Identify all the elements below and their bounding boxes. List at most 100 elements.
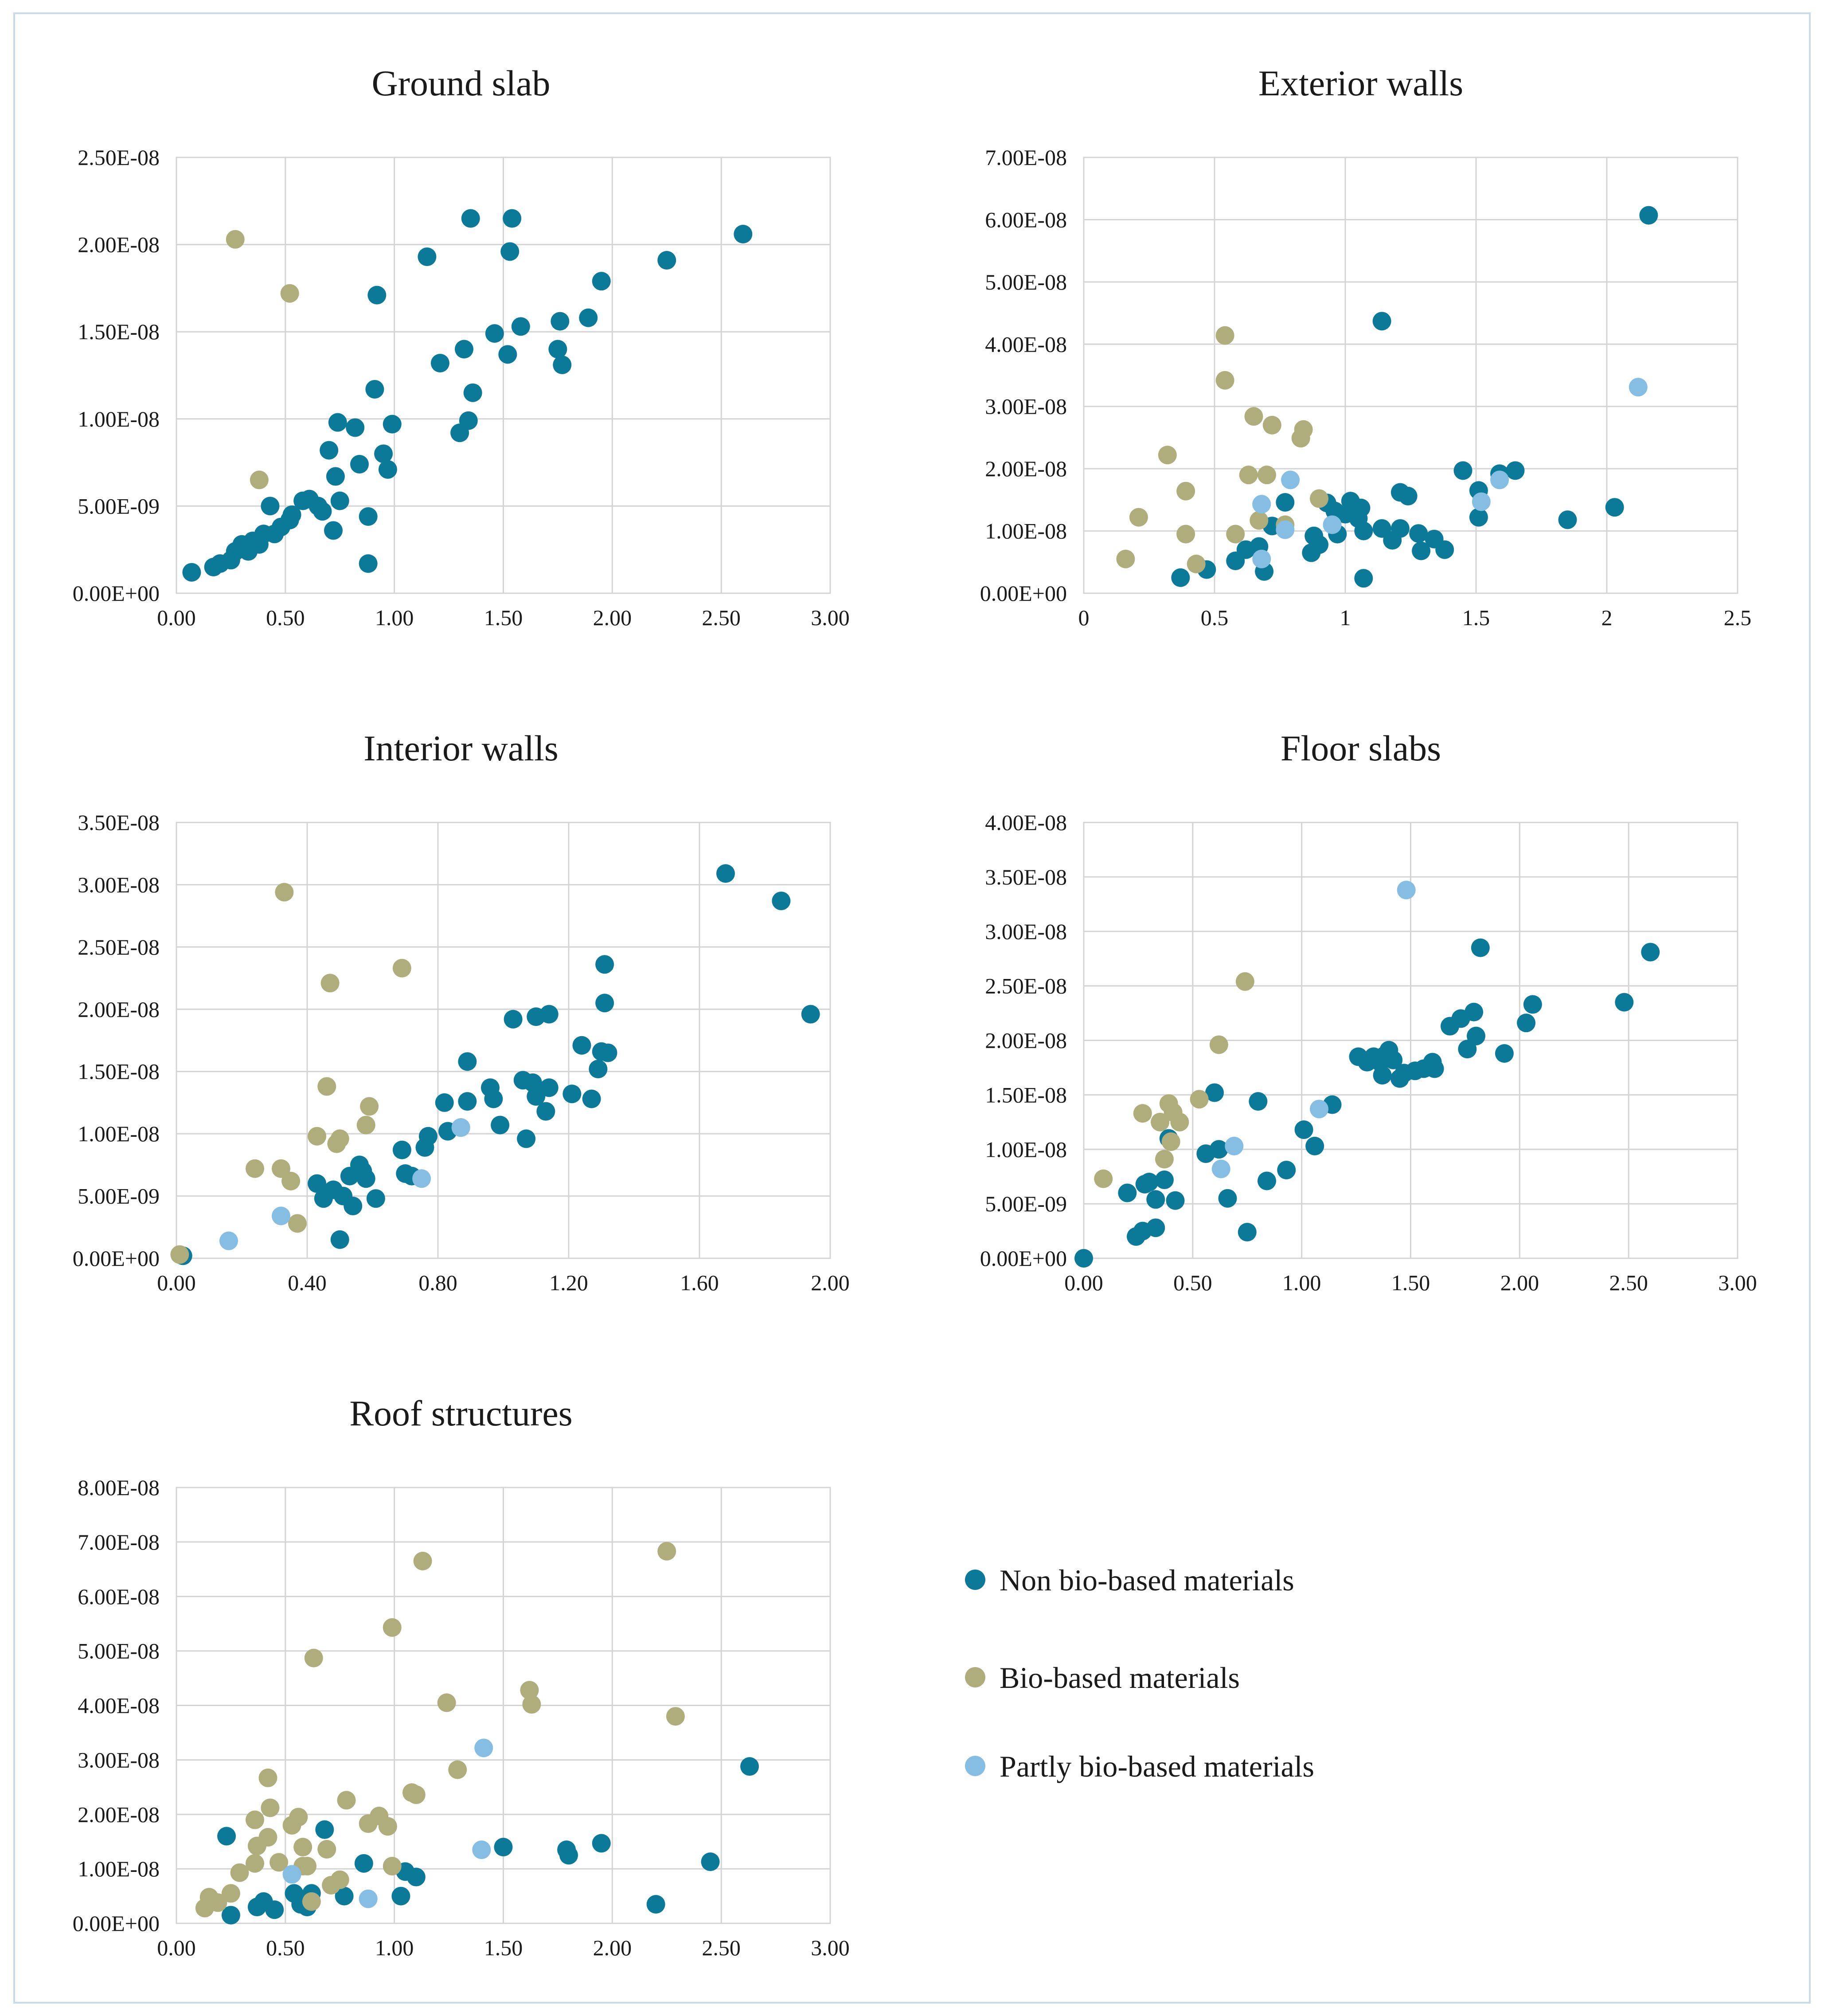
data-point-non-bio [461, 209, 480, 228]
data-point-bio [392, 959, 411, 978]
data-point-non-bio [646, 1895, 665, 1914]
data-point-bio [1239, 466, 1258, 485]
data-point-non-bio [356, 1169, 375, 1188]
data-point-bio [298, 1856, 316, 1875]
data-point-bio [246, 1159, 264, 1178]
y-tick-label: 6.00E-08 [985, 207, 1067, 232]
x-tick-label: 0.00 [157, 1935, 196, 1960]
data-point-bio [293, 1837, 312, 1856]
data-point-non-bio [430, 353, 449, 372]
y-tick-label: 0.00E+00 [73, 581, 160, 606]
data-point-non-bio [1146, 1190, 1165, 1209]
data-point-non-bio [1209, 1140, 1228, 1159]
data-point-bio [1226, 525, 1245, 544]
data-point-non-bio [527, 1087, 546, 1106]
data-point-bio [288, 1214, 307, 1233]
data-point-non-bio [378, 460, 397, 479]
data-point-bio [437, 1693, 456, 1712]
data-point-non-bio [1218, 1189, 1237, 1208]
x-tick-label: 0.00 [1064, 1270, 1103, 1295]
data-point-non-bio [1118, 1183, 1137, 1202]
data-point-non-bio [500, 242, 519, 261]
legend-marker-non-bio [965, 1570, 985, 1590]
data-point-non-bio [536, 1102, 555, 1121]
plot-area [176, 157, 831, 594]
data-point-bio [1310, 489, 1328, 508]
y-tick-label: 7.00E-08 [985, 145, 1067, 170]
x-tick-label: 3.00 [811, 605, 850, 630]
data-point-non-bio [485, 324, 504, 343]
data-point-non-bio [313, 502, 332, 521]
x-tick-label: 2.50 [702, 1935, 741, 1960]
data-point-bio [1250, 511, 1269, 530]
data-point-bio [413, 1551, 432, 1570]
x-tick-label: 0.50 [266, 1935, 305, 1960]
chart-title: Floor slabs [1281, 728, 1441, 768]
x-tick-label: 0.40 [288, 1270, 327, 1295]
data-point-bio [1151, 1112, 1170, 1131]
data-point-bio [1262, 415, 1281, 435]
x-tick-label: 1.00 [375, 1935, 414, 1960]
y-tick-label: 2.50E-08 [985, 974, 1067, 998]
plot-area [176, 822, 831, 1259]
data-point-non-bio [1354, 521, 1373, 540]
data-point-non-bio [539, 1005, 559, 1024]
data-point-partly-bio [1323, 515, 1342, 534]
data-point-bio [1258, 466, 1276, 485]
data-point-bio [170, 1245, 189, 1264]
legend: Non bio-based materials Bio-based materi… [965, 1563, 1314, 1783]
data-point-non-bio [1305, 1136, 1324, 1155]
y-tick-label: 5.00E-09 [985, 1191, 1067, 1216]
data-point-partly-bio [1281, 470, 1300, 489]
x-tick-label: 2.50 [702, 605, 741, 630]
data-point-non-bio [1384, 1050, 1403, 1069]
data-point-non-bio [1425, 1059, 1444, 1078]
x-tick-label: 0.50 [1173, 1270, 1212, 1295]
data-point-non-bio [1506, 461, 1525, 480]
x-tick-label: 0.50 [266, 605, 305, 630]
data-point-non-bio [435, 1093, 454, 1112]
data-point-non-bio [308, 1174, 327, 1193]
figure-border [13, 12, 1811, 2004]
y-tick-label: 2.50E-08 [78, 145, 160, 170]
x-tick-label: 2.50 [1609, 1270, 1648, 1295]
data-point-non-bio [354, 1854, 373, 1873]
data-point-bio [1209, 1035, 1228, 1054]
data-point-non-bio [1639, 206, 1658, 225]
data-point-partly-bio [474, 1738, 493, 1758]
data-point-non-bio [1074, 1249, 1093, 1268]
data-point-non-bio [551, 312, 570, 331]
data-point-non-bio [265, 1900, 284, 1919]
data-point-non-bio [1276, 493, 1295, 512]
data-point-non-bio [1277, 1160, 1296, 1179]
data-point-non-bio [1166, 1191, 1185, 1210]
legend-marker-bio [965, 1667, 985, 1687]
y-tick-label: 1.00E-08 [78, 1856, 160, 1881]
data-point-non-bio [589, 1060, 608, 1079]
plot-area [1083, 157, 1738, 594]
data-point-non-bio [734, 225, 753, 244]
y-tick-label: 4.00E-08 [78, 1693, 160, 1718]
data-point-bio [520, 1681, 539, 1700]
data-point-non-bio [572, 1036, 591, 1055]
data-point-non-bio [366, 1189, 385, 1208]
chart-ground-slab: Ground slab 0.00 0.50 1.00 1.50 2.00 2.50 3.00… [73, 63, 850, 630]
data-point-non-bio [1615, 993, 1634, 1012]
data-point-bio [522, 1695, 541, 1714]
data-point-non-bio [458, 1052, 477, 1071]
data-point-bio [272, 1159, 290, 1178]
y-tick-label: 3.00E-08 [78, 872, 160, 897]
data-point-bio [320, 974, 340, 993]
data-point-bio [1215, 326, 1234, 345]
y-tick-label: 1.00E-08 [78, 1121, 160, 1146]
data-point-non-bio [1372, 312, 1391, 331]
data-point-bio [246, 1854, 264, 1873]
data-point-bio [250, 470, 269, 489]
x-tick-label: 3.00 [811, 1935, 850, 1960]
data-point-non-bio [740, 1757, 759, 1776]
data-point-non-bio [1465, 1002, 1484, 1022]
data-point-non-bio [1523, 995, 1542, 1014]
data-point-non-bio [1310, 535, 1328, 554]
data-point-non-bio [1373, 1066, 1392, 1085]
data-point-bio [666, 1707, 685, 1726]
